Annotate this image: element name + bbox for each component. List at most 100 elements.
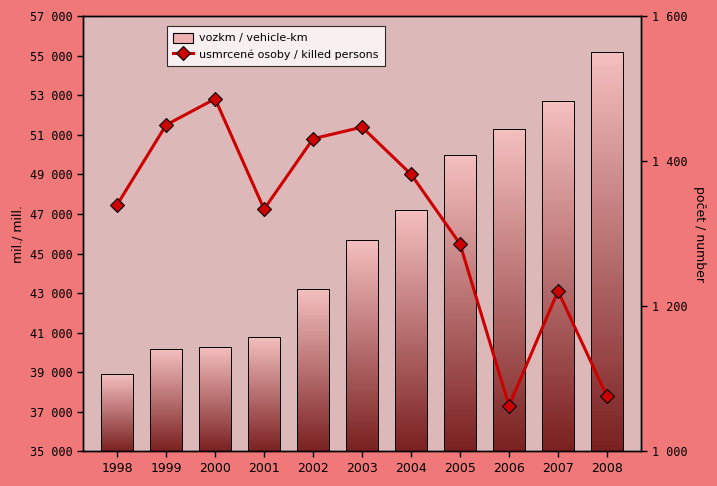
Bar	[591, 225, 623, 228]
Bar	[346, 240, 378, 451]
Bar	[444, 377, 476, 380]
Bar	[493, 220, 525, 223]
Bar	[395, 309, 427, 311]
Bar	[150, 430, 182, 431]
Bar	[346, 312, 378, 314]
Bar	[346, 413, 378, 415]
Bar	[395, 264, 427, 266]
Bar	[248, 392, 280, 393]
Bar	[346, 390, 378, 392]
Bar	[248, 431, 280, 432]
Bar	[591, 238, 623, 242]
Bar	[395, 250, 427, 252]
Bar	[199, 385, 231, 386]
Bar	[150, 379, 182, 380]
Bar	[248, 340, 280, 341]
Bar	[542, 154, 574, 156]
Bar	[150, 362, 182, 363]
Bar	[346, 250, 378, 252]
Bar	[395, 443, 427, 446]
Bar	[493, 320, 525, 322]
Bar	[346, 395, 378, 397]
Bar	[248, 446, 280, 447]
Bar	[297, 384, 329, 385]
Bar	[493, 443, 525, 446]
Bar	[248, 417, 280, 418]
Bar	[395, 248, 427, 250]
Bar	[248, 383, 280, 384]
Bar	[150, 385, 182, 386]
Bar	[591, 188, 623, 191]
Bar	[297, 331, 329, 332]
Bar	[493, 403, 525, 406]
Bar	[248, 432, 280, 433]
Bar	[248, 400, 280, 401]
Bar	[297, 355, 329, 357]
Bar	[297, 448, 329, 449]
Bar	[346, 444, 378, 446]
Bar	[444, 330, 476, 333]
Bar	[395, 413, 427, 415]
Bar	[493, 293, 525, 295]
Bar	[346, 278, 378, 280]
Bar	[150, 383, 182, 384]
Bar	[542, 408, 574, 411]
Bar	[444, 236, 476, 239]
Bar	[297, 381, 329, 382]
Bar	[444, 311, 476, 313]
Bar	[395, 278, 427, 280]
Bar	[444, 417, 476, 419]
Bar	[297, 351, 329, 353]
Bar	[346, 381, 378, 382]
Bar	[199, 448, 231, 449]
Bar	[297, 422, 329, 423]
Bar	[542, 189, 574, 191]
Bar	[150, 409, 182, 410]
Bar	[150, 442, 182, 443]
Bar	[591, 371, 623, 375]
Bar	[346, 277, 378, 278]
Bar	[591, 355, 623, 358]
Bar	[444, 261, 476, 263]
Bar	[199, 433, 231, 434]
Bar	[591, 211, 623, 215]
Bar	[150, 376, 182, 377]
Bar	[248, 450, 280, 451]
Bar	[150, 417, 182, 418]
Bar	[150, 416, 182, 417]
Bar	[297, 319, 329, 320]
Bar	[444, 387, 476, 390]
Bar	[150, 447, 182, 448]
Bar	[199, 384, 231, 385]
Bar	[542, 355, 574, 358]
Bar	[297, 373, 329, 374]
Bar	[493, 285, 525, 288]
Bar	[493, 271, 525, 274]
Bar	[346, 301, 378, 303]
Bar	[346, 404, 378, 406]
Bar	[395, 266, 427, 268]
Bar	[101, 402, 133, 403]
Bar	[199, 353, 231, 354]
Bar	[248, 368, 280, 369]
Bar	[444, 268, 476, 271]
Bar	[199, 434, 231, 435]
Bar	[493, 336, 525, 339]
Bar	[297, 366, 329, 367]
Bar	[248, 416, 280, 417]
Bar	[150, 391, 182, 392]
Bar	[150, 411, 182, 412]
Bar	[297, 322, 329, 323]
Bar	[248, 354, 280, 355]
Bar	[248, 404, 280, 405]
Bar	[297, 431, 329, 433]
Bar	[297, 382, 329, 384]
Bar	[199, 380, 231, 381]
Bar	[297, 304, 329, 305]
Bar	[444, 434, 476, 436]
Bar	[199, 423, 231, 424]
Bar	[444, 323, 476, 325]
Bar	[346, 402, 378, 404]
Bar	[493, 441, 525, 443]
Bar	[395, 252, 427, 254]
